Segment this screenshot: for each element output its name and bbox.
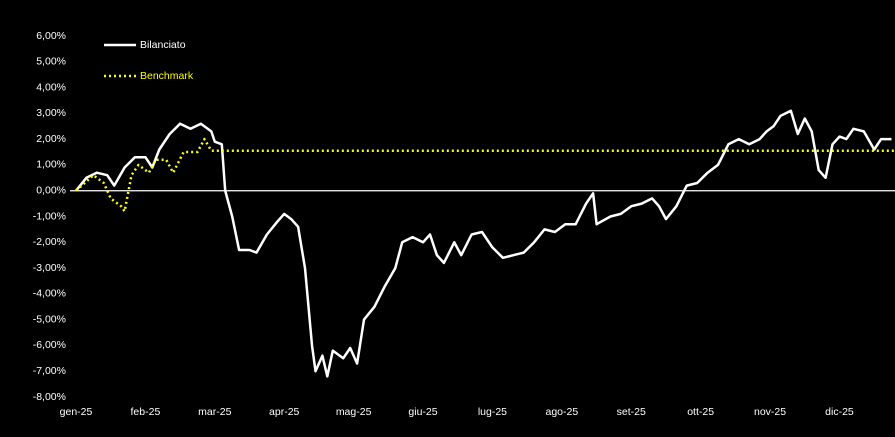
- x-tick-label: gen-25: [60, 406, 93, 418]
- y-tick-label: -3,00%: [33, 262, 66, 274]
- legend-label: Benchmark: [140, 70, 194, 82]
- y-tick-label: 5,00%: [36, 56, 66, 68]
- x-tick-label: set-25: [617, 406, 646, 418]
- y-tick-label: -8,00%: [33, 391, 66, 403]
- y-tick-label: -1,00%: [33, 210, 66, 222]
- x-tick-label: lug-25: [478, 406, 507, 418]
- x-tick-label: ott-25: [687, 406, 714, 418]
- y-tick-label: 1,00%: [36, 159, 66, 171]
- x-tick-label: feb-25: [131, 406, 161, 418]
- x-tick-label: mar-25: [198, 406, 231, 418]
- series-line: [75, 109, 892, 378]
- y-tick-label: 4,00%: [36, 81, 66, 93]
- x-tick-label: mag-25: [336, 406, 372, 418]
- series-line: [75, 137, 895, 213]
- x-tick-label: giu-25: [408, 406, 437, 418]
- y-tick-label: -7,00%: [33, 365, 66, 377]
- x-tick-label: dic-25: [825, 406, 854, 418]
- y-tick-label: 0,00%: [36, 184, 66, 196]
- y-tick-label: -6,00%: [33, 339, 66, 351]
- y-tick-label: -4,00%: [33, 288, 66, 300]
- x-tick-label: nov-25: [754, 406, 786, 418]
- y-tick-label: -5,00%: [33, 313, 66, 325]
- x-tick-label: apr-25: [269, 406, 300, 418]
- legend-label: Bilanciato: [140, 39, 186, 51]
- x-tick-label: ago-25: [545, 406, 578, 418]
- y-tick-label: -2,00%: [33, 236, 66, 248]
- y-tick-label: 6,00%: [36, 30, 66, 42]
- y-tick-label: 2,00%: [36, 133, 66, 145]
- y-tick-label: 3,00%: [36, 107, 66, 119]
